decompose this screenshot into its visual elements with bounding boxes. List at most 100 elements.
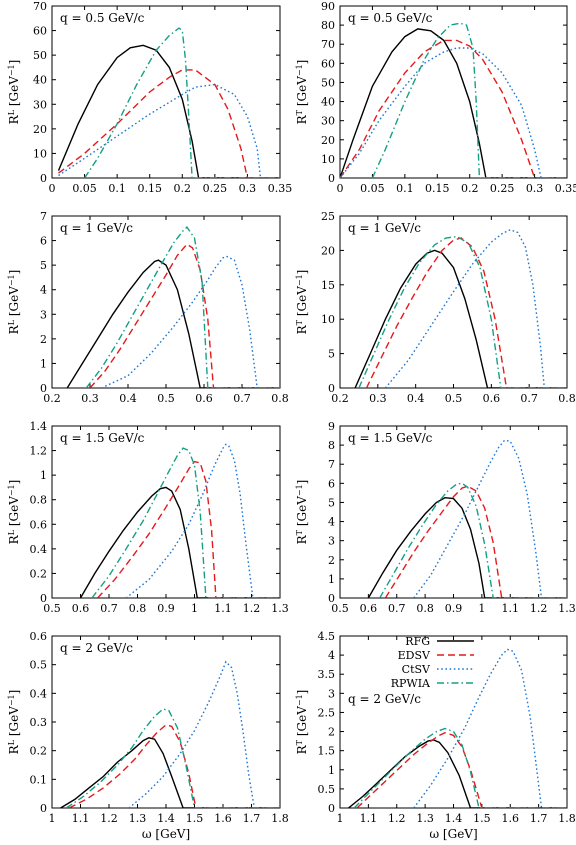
y-tick-label: 60 [321,57,335,70]
series-ctsv [58,83,280,178]
y-tick-label: 30 [33,98,47,111]
x-tick-label: 0 [337,182,344,195]
y-tick-label: 0 [40,802,47,815]
y-tick-label: 0.6 [30,518,48,531]
series-edsv [68,724,280,808]
y-axis-label: RL [GeV−1] [7,480,22,545]
y-tick-label: 8 [328,439,335,452]
legend-label: CtSV [402,663,431,676]
x-tick-label: 0.5 [445,392,463,405]
y-tick-label: 50 [321,76,335,89]
panel-q05-T: 0 0.05 0.1 0.15 0.2 0.25 0.3 0.35 0 10 20 30 40 50 60 7… [295,0,576,195]
x-tick-label: 0.8 [129,602,147,615]
plot-frame [339,215,568,389]
plot-frame [339,5,568,179]
q-annotation: q = 1.5 GeV/c [348,431,433,445]
q-annotation: q = 0.5 GeV/c [348,11,433,25]
x-tick-label: 1.5 [473,812,491,825]
y-tick-label: 50 [33,49,47,62]
series-edsv [365,237,567,388]
q-annotation: q = 2 GeV/c [348,692,421,706]
y-tick-label: 0 [328,592,335,605]
x-tick-label: 0.2 [331,392,349,405]
series-edsv [340,39,567,178]
y-tick-label: 2.5 [318,706,336,719]
x-tick-label: 0.05 [72,182,97,195]
x-tick-label: 1.8 [271,812,289,825]
y-tick-label: 20 [33,123,47,136]
y-tick-label: 15 [321,279,335,292]
x-tick-label: 0.3 [239,182,257,195]
legend-label: EDSV [398,649,431,662]
y-tick-label: 40 [321,96,335,109]
y-tick-label: 5 [40,259,47,272]
x-tick-label: 0.4 [119,392,137,405]
series-ctsv [340,47,567,178]
x-tick-label: 1.4 [157,812,175,825]
x-tick-label: 0.1 [108,182,126,195]
y-tick-label: 0 [328,172,335,185]
series-ctsv [413,648,567,808]
series-edsv [89,243,280,388]
y-tick-label: 0.6 [30,630,48,643]
y-tick-label: 70 [33,0,47,13]
x-tick-label: 1.6 [214,812,232,825]
y-tick-label: 0 [328,382,335,395]
q-annotation: q = 1.5 GeV/c [60,431,145,445]
y-tick-label: 10 [321,313,335,326]
x-tick-label: 1 [478,602,485,615]
panel-q1-T: 0.2 0.3 0.4 0.5 0.6 0.7 0.8 0 5 10 15 20 25 RT [GeV−1… [295,210,576,405]
x-tick-label: 0.6 [360,602,378,615]
plot-frame [51,215,281,389]
series-rpwia [371,22,567,178]
y-tick-label: 3.5 [318,668,336,681]
x-tick-label: 1.1 [360,812,378,825]
x-tick-label: 0.2 [461,182,479,195]
y-tick-label: 6 [328,477,335,490]
plot-frame [339,635,568,809]
x-tick-label: 0.4 [407,392,425,405]
y-tick-label: 4 [328,516,335,529]
y-tick-label: 1 [328,573,335,586]
y-tick-label: 0 [328,802,335,815]
panel-q2-L: 1 1.1 1.2 1.3 1.4 1.5 1.6 1.7 1.8 0 0.1 0.2 0.3 0.4 0.… [7,630,289,841]
series-rpwia [353,727,567,808]
panel-q15-T: 0.5 0.6 0.7 0.8 0.9 1 1.1 1.2 1.3 0 1 2 3 4 5 6 7 8 9 RT [G… [295,420,576,615]
series-rfg [348,739,567,808]
series-edsv [58,69,280,178]
y-tick-label: 25 [321,210,335,223]
y-tick-label: 1.5 [318,745,336,758]
q-annotation: q = 0.5 GeV/c [60,11,145,25]
y-tick-label: 20 [321,134,335,147]
x-tick-label: 0.15 [137,182,162,195]
x-tick-label: 1.3 [416,812,434,825]
plot-frame [51,425,281,599]
plot-frame [51,5,281,179]
y-tick-label: 6 [40,235,47,248]
y-tick-label: 0.1 [30,773,48,786]
x-tick-label: 1.2 [388,812,406,825]
series-rpwia [85,226,280,388]
x-tick-label: 1.4 [445,812,463,825]
y-tick-label: 0.5 [318,783,336,796]
x-tick-label: 1.2 [100,812,118,825]
x-tick-label: 1.1 [72,812,90,825]
x-tick-label: 0.35 [555,182,576,195]
x-tick-label: 0.3 [81,392,99,405]
series-rfg [79,486,280,598]
y-tick-label: 0.2 [30,567,48,580]
y-tick-label: 2 [40,333,47,346]
series-rfg [340,28,567,178]
x-tick-label: 0.8 [558,392,576,405]
y-axis-label: RT [GeV−1] [295,690,310,755]
y-tick-label: 9 [328,420,335,433]
panel-q1-L: 0.2 0.3 0.4 0.5 0.6 0.7 0.8 0 1 2 3 4 5 6 7 RL [GeV−1] q… [7,210,289,405]
series-rpwia [91,447,280,598]
x-tick-label: 0.3 [369,392,387,405]
y-tick-label: 1 [40,357,47,370]
y-tick-label: 0 [40,592,47,605]
y-tick-label: 5 [328,348,335,361]
y-tick-label: 0 [40,172,47,185]
plot-frame [339,425,568,599]
